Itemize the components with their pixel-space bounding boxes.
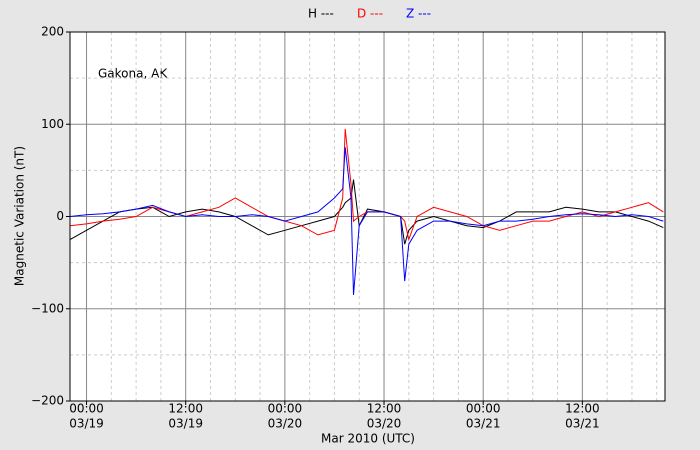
x-axis-label: Mar 2010 (UTC) (321, 432, 415, 446)
x-tick-label: 03/19 (69, 417, 104, 431)
x-tick-label: 12:00 (168, 402, 203, 416)
y-tick-label: −200 (31, 394, 64, 408)
x-tick-label: 12:00 (367, 402, 402, 416)
y-tick-label: −100 (31, 301, 64, 315)
x-tick-label: 03/20 (268, 417, 303, 431)
legend-entry: D --- (357, 7, 383, 21)
x-tick-label: 00:00 (466, 402, 501, 416)
y-tick-label: 200 (41, 25, 64, 39)
y-tick-label: 100 (41, 117, 64, 131)
x-tick-label: 03/21 (466, 417, 501, 431)
x-tick-label: 03/21 (565, 417, 600, 431)
x-tick-label: 00:00 (69, 402, 104, 416)
legend-entry: H --- (308, 7, 334, 21)
y-axis-label: Magnetic Variation (nT) (13, 146, 27, 286)
annotation: Gakona, AK (98, 67, 168, 81)
plot-border (69, 31, 666, 402)
series-line (69, 147, 664, 295)
x-tick-label: 12:00 (565, 402, 600, 416)
x-tick-label: 03/19 (168, 417, 203, 431)
y-tick-label: 0 (56, 209, 64, 223)
x-tick-label: 00:00 (268, 402, 303, 416)
legend-entry: Z --- (406, 7, 431, 21)
x-tick-label: 03/20 (367, 417, 402, 431)
